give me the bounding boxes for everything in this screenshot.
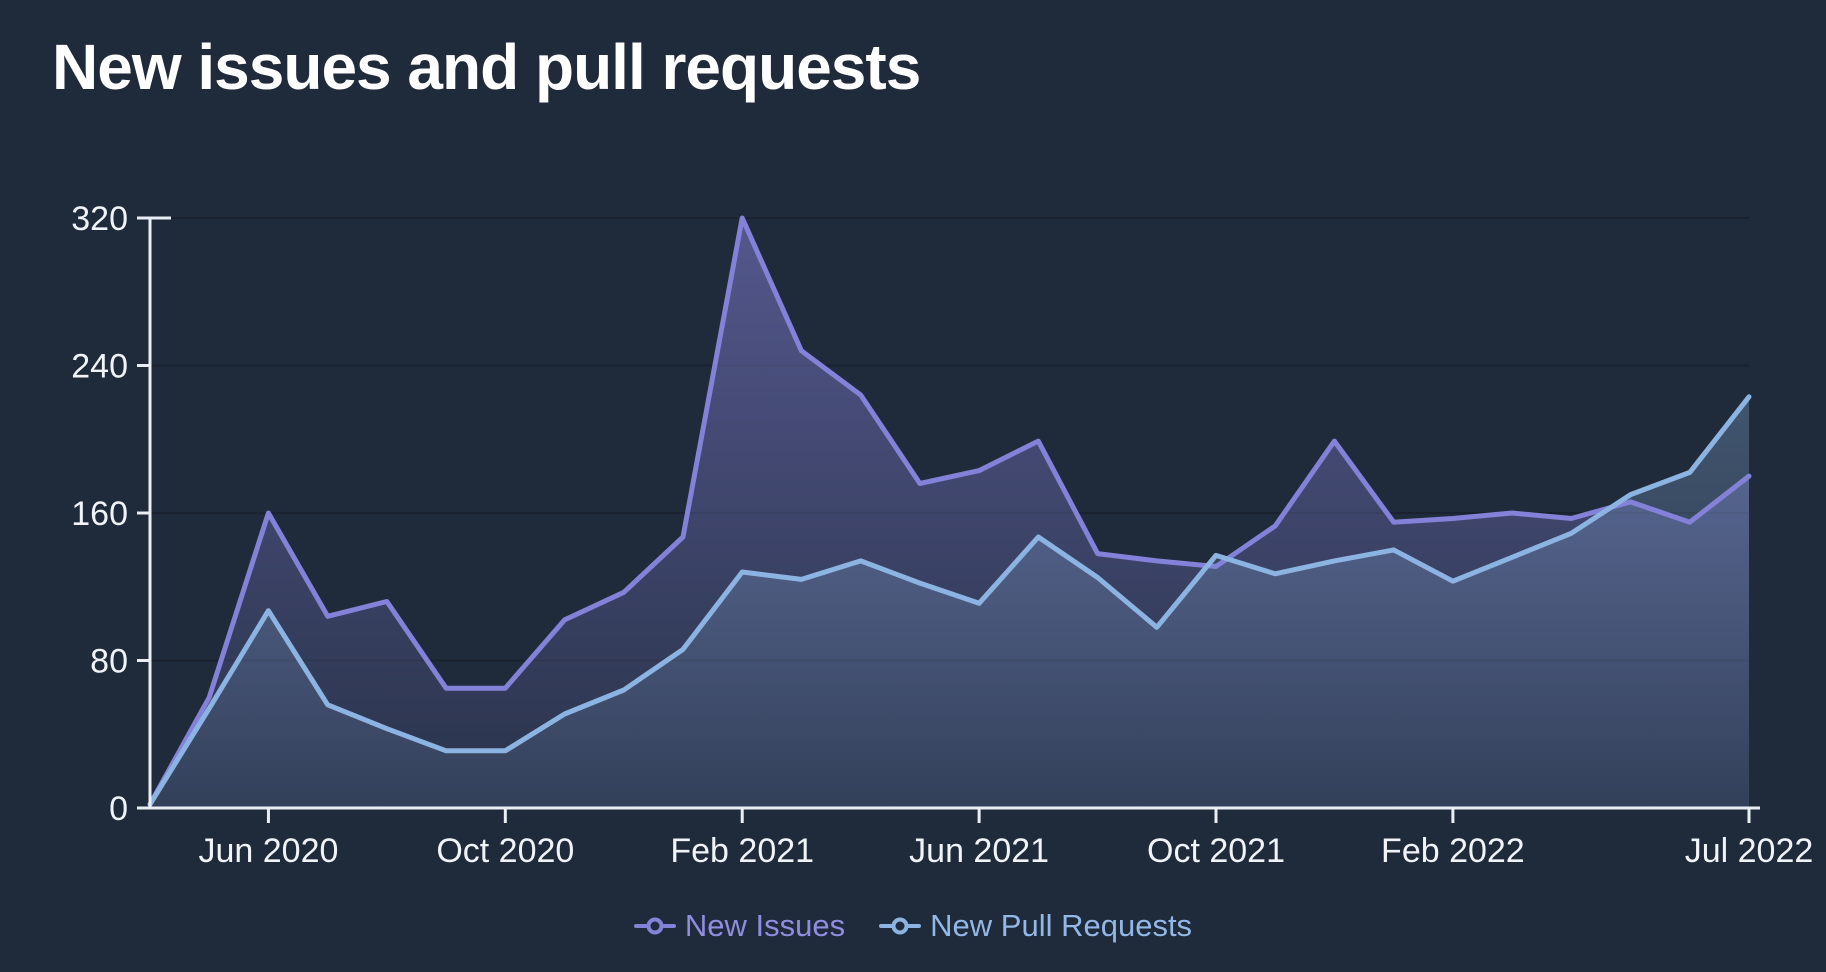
new-issues-line xyxy=(147,215,1752,807)
new-pull-requests-area xyxy=(150,396,1749,808)
y-tick-label: 80 xyxy=(90,643,128,681)
y-tick-label: 160 xyxy=(71,495,128,533)
x-tick-label: Feb 2021 xyxy=(670,832,814,870)
legend-marker-icon xyxy=(879,917,922,935)
legend-label: New Pull Requests xyxy=(930,908,1193,943)
legend-item-new-pull-requests[interactable]: New Pull Requests xyxy=(879,908,1192,944)
x-tick-label: Oct 2020 xyxy=(436,832,574,870)
y-tick-label: 0 xyxy=(109,790,128,828)
new-pull-requests-line xyxy=(147,394,1752,807)
y-tick-label: 240 xyxy=(71,348,128,386)
axes xyxy=(137,216,1760,823)
page-title: New issues and pull requests xyxy=(52,31,921,103)
legend-label: New Issues xyxy=(684,908,846,943)
x-tick-label: Feb 2022 xyxy=(1381,832,1525,870)
legend-marker-icon xyxy=(633,917,676,935)
legend-item-new-issues[interactable]: New Issues xyxy=(633,908,846,944)
x-tick-label: Oct 2021 xyxy=(1147,832,1285,870)
axis-labels: 0 80 160 240 320 Jun 2020 Oct 2020 Feb 2021 Jun … xyxy=(71,200,1813,870)
y-tick-label: 320 xyxy=(71,200,128,238)
x-tick-label: Jun 2020 xyxy=(198,832,338,870)
x-tick-label: Jun 2021 xyxy=(909,832,1049,870)
chart-legend: New Issues New Pull Requests xyxy=(0,908,1826,944)
x-tick-label: Jul 2022 xyxy=(1685,832,1814,870)
